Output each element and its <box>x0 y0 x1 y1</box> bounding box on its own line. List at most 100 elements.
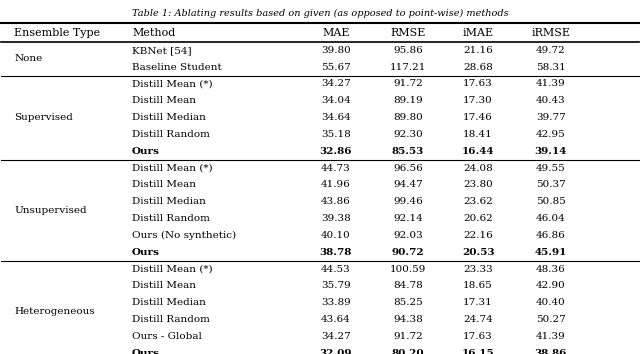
Text: 58.31: 58.31 <box>536 63 566 72</box>
Text: 40.10: 40.10 <box>321 231 351 240</box>
Text: Distill Mean (*): Distill Mean (*) <box>132 164 212 172</box>
Text: Baseline Student: Baseline Student <box>132 63 222 72</box>
Text: 41.96: 41.96 <box>321 181 351 189</box>
Text: 44.73: 44.73 <box>321 164 351 172</box>
Text: 89.80: 89.80 <box>393 113 423 122</box>
Text: RMSE: RMSE <box>390 28 426 38</box>
Text: Ours: Ours <box>132 248 160 257</box>
Text: 90.72: 90.72 <box>392 248 424 257</box>
Text: 16.44: 16.44 <box>462 147 494 156</box>
Text: 38.86: 38.86 <box>534 349 567 354</box>
Text: 16.15: 16.15 <box>461 349 494 354</box>
Text: 34.04: 34.04 <box>321 96 351 105</box>
Text: 48.36: 48.36 <box>536 264 566 274</box>
Text: Distill Mean (*): Distill Mean (*) <box>132 79 212 88</box>
Text: 99.46: 99.46 <box>393 197 423 206</box>
Text: 28.68: 28.68 <box>463 63 493 72</box>
Text: 100.59: 100.59 <box>390 264 426 274</box>
Text: 91.72: 91.72 <box>393 79 423 88</box>
Text: 49.72: 49.72 <box>536 46 566 55</box>
Text: Ours: Ours <box>132 147 160 156</box>
Text: 40.40: 40.40 <box>536 298 566 307</box>
Text: 24.74: 24.74 <box>463 315 493 324</box>
Text: 17.30: 17.30 <box>463 96 493 105</box>
Text: 33.89: 33.89 <box>321 298 351 307</box>
Text: Distill Mean: Distill Mean <box>132 181 196 189</box>
Text: 117.21: 117.21 <box>390 63 426 72</box>
Text: 50.37: 50.37 <box>536 181 566 189</box>
Text: 39.38: 39.38 <box>321 214 351 223</box>
Text: 18.65: 18.65 <box>463 281 493 290</box>
Text: 84.78: 84.78 <box>393 281 423 290</box>
Text: 34.27: 34.27 <box>321 332 351 341</box>
Text: iRMSE: iRMSE <box>531 28 570 38</box>
Text: 46.86: 46.86 <box>536 231 566 240</box>
Text: 18.41: 18.41 <box>463 130 493 139</box>
Text: 92.30: 92.30 <box>393 130 423 139</box>
Text: 39.80: 39.80 <box>321 46 351 55</box>
Text: Distill Median: Distill Median <box>132 113 206 122</box>
Text: 50.85: 50.85 <box>536 197 566 206</box>
Text: Heterogeneous: Heterogeneous <box>14 307 95 315</box>
Text: 92.14: 92.14 <box>393 214 423 223</box>
Text: 22.16: 22.16 <box>463 231 493 240</box>
Text: Supervised: Supervised <box>14 113 73 122</box>
Text: 34.64: 34.64 <box>321 113 351 122</box>
Text: 49.55: 49.55 <box>536 164 566 172</box>
Text: 34.27: 34.27 <box>321 79 351 88</box>
Text: 17.63: 17.63 <box>463 332 493 341</box>
Text: Table 1: Ablating results based on given (as opposed to point-wise) methods: Table 1: Ablating results based on given… <box>132 9 508 18</box>
Text: Distill Random: Distill Random <box>132 214 210 223</box>
Text: Distill Random: Distill Random <box>132 315 210 324</box>
Text: 45.91: 45.91 <box>534 248 567 257</box>
Text: 17.31: 17.31 <box>463 298 493 307</box>
Text: 41.39: 41.39 <box>536 79 566 88</box>
Text: MAE: MAE <box>322 28 349 38</box>
Text: 46.04: 46.04 <box>536 214 566 223</box>
Text: 96.56: 96.56 <box>393 164 423 172</box>
Text: 17.46: 17.46 <box>463 113 493 122</box>
Text: 43.86: 43.86 <box>321 197 351 206</box>
Text: 35.18: 35.18 <box>321 130 351 139</box>
Text: Ours (No synthetic): Ours (No synthetic) <box>132 231 236 240</box>
Text: iMAE: iMAE <box>463 28 493 38</box>
Text: 20.53: 20.53 <box>462 248 494 257</box>
Text: 39.77: 39.77 <box>536 113 566 122</box>
Text: 92.03: 92.03 <box>393 231 423 240</box>
Text: Distill Median: Distill Median <box>132 298 206 307</box>
Text: 35.79: 35.79 <box>321 281 351 290</box>
Text: 42.90: 42.90 <box>536 281 566 290</box>
Text: 89.19: 89.19 <box>393 96 423 105</box>
Text: 44.53: 44.53 <box>321 264 351 274</box>
Text: 91.72: 91.72 <box>393 332 423 341</box>
Text: Distill Mean: Distill Mean <box>132 281 196 290</box>
Text: 94.38: 94.38 <box>393 315 423 324</box>
Text: 20.62: 20.62 <box>463 214 493 223</box>
Text: Distill Mean: Distill Mean <box>132 96 196 105</box>
Text: 32.86: 32.86 <box>320 147 352 156</box>
Text: Distill Random: Distill Random <box>132 130 210 139</box>
Text: Method: Method <box>132 28 175 38</box>
Text: 42.95: 42.95 <box>536 130 566 139</box>
Text: 24.08: 24.08 <box>463 164 493 172</box>
Text: 17.63: 17.63 <box>463 79 493 88</box>
Text: Unsupervised: Unsupervised <box>14 206 87 215</box>
Text: 85.25: 85.25 <box>393 298 423 307</box>
Text: None: None <box>14 54 42 63</box>
Text: 95.86: 95.86 <box>393 46 423 55</box>
Text: 41.39: 41.39 <box>536 332 566 341</box>
Text: 39.14: 39.14 <box>534 147 567 156</box>
Text: 80.20: 80.20 <box>392 349 424 354</box>
Text: Ensemble Type: Ensemble Type <box>14 28 100 38</box>
Text: 94.47: 94.47 <box>393 181 423 189</box>
Text: Ours: Ours <box>132 349 160 354</box>
Text: 23.33: 23.33 <box>463 264 493 274</box>
Text: 38.78: 38.78 <box>320 248 352 257</box>
Text: Ours - Global: Ours - Global <box>132 332 202 341</box>
Text: 85.53: 85.53 <box>392 147 424 156</box>
Text: 32.09: 32.09 <box>320 349 352 354</box>
Text: 50.27: 50.27 <box>536 315 566 324</box>
Text: KBNet [54]: KBNet [54] <box>132 46 191 55</box>
Text: 21.16: 21.16 <box>463 46 493 55</box>
Text: 23.80: 23.80 <box>463 181 493 189</box>
